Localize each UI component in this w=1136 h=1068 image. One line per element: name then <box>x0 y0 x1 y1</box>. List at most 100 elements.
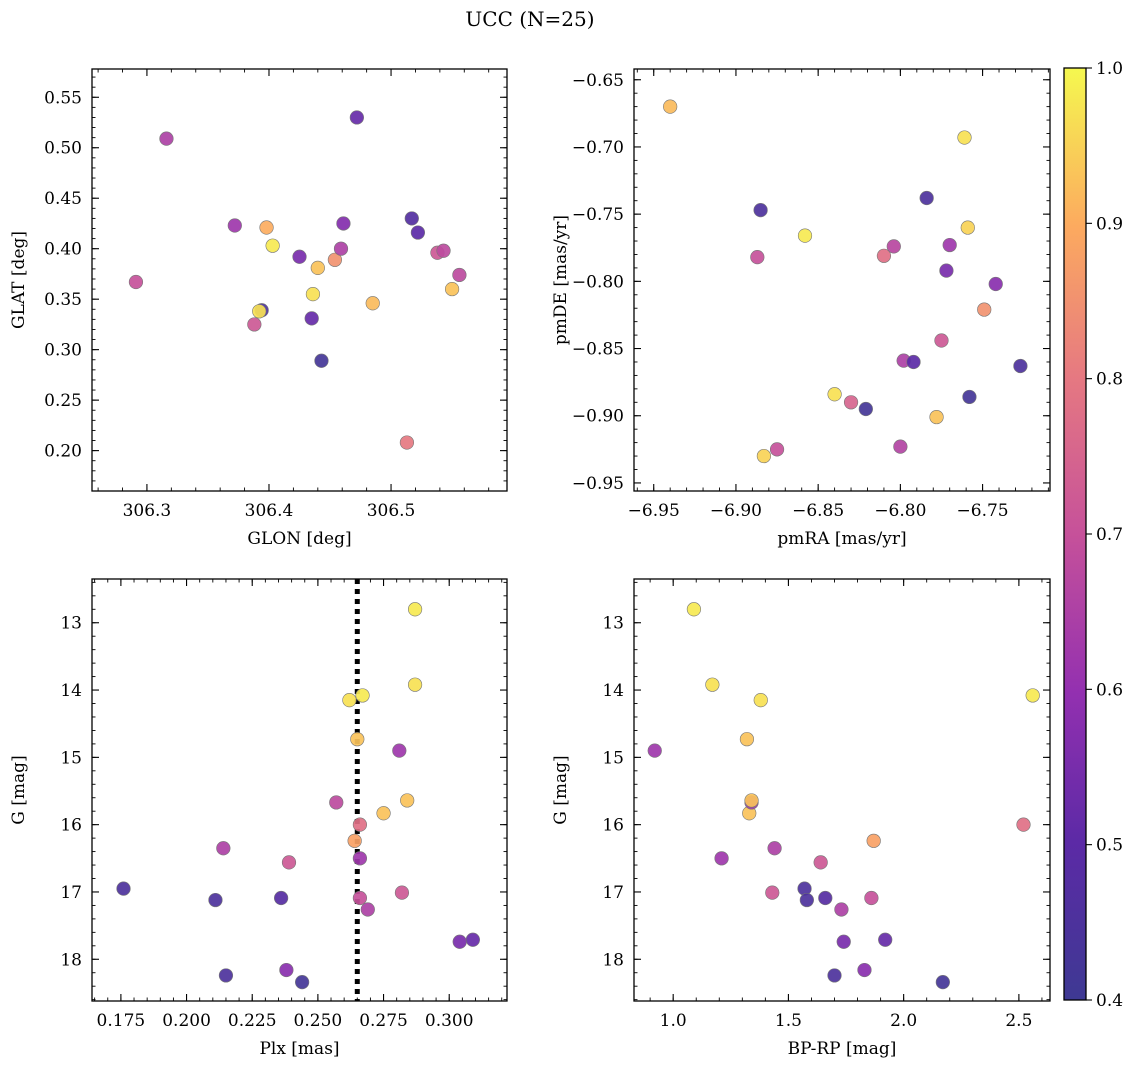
data-point <box>247 317 262 332</box>
panel-2: −6.95 −6.90 −6.85 −6.80 −6.75 −0.95 −0.90 −0.85… <box>551 68 1051 549</box>
data-point <box>878 932 893 947</box>
data-point <box>744 793 759 808</box>
data-point <box>799 892 814 908</box>
y-tick-label: 0.30 <box>44 341 82 361</box>
x-tick-label: −6.90 <box>710 501 762 521</box>
data-point <box>647 743 662 758</box>
data-point <box>252 304 267 319</box>
y-tick-label: −0.90 <box>572 407 624 427</box>
y-tick-label: −0.85 <box>572 340 624 360</box>
data-point <box>452 267 467 283</box>
y-tick-label: −0.95 <box>572 474 624 494</box>
data-point <box>705 677 720 692</box>
data-point <box>350 732 365 747</box>
colorbar-gradient <box>1063 67 1087 1001</box>
data-point <box>208 892 223 908</box>
axes-frame <box>633 578 1051 1002</box>
x-tick-label: −6.95 <box>628 501 680 521</box>
data-point <box>400 793 415 808</box>
data-point <box>843 395 859 410</box>
data-point <box>935 975 950 990</box>
x-tick-label: 306.4 <box>245 501 294 521</box>
y-tick-label: 0.35 <box>44 290 82 310</box>
y-axis-label: GLAT [deg] <box>9 231 29 329</box>
axes-frame <box>91 68 508 492</box>
y-tick-label: 14 <box>60 681 82 701</box>
data-point <box>714 851 729 866</box>
x-tick-label: −6.80 <box>874 501 926 521</box>
x-tick-label: 1.0 <box>660 1011 687 1031</box>
data-point <box>739 732 755 747</box>
data-point <box>336 216 351 231</box>
colorbar: 0.4 0.5 0.6 0.7 0.8 0.9 1.0 <box>1063 59 1123 1011</box>
y-tick-label: 16 <box>60 816 82 836</box>
data-point <box>876 248 892 263</box>
x-axis-label: BP-RP [mag] <box>788 1039 897 1059</box>
data-point <box>767 841 782 856</box>
data-point <box>765 885 780 900</box>
data-point <box>355 688 370 703</box>
data-point <box>407 602 423 617</box>
x-axis-label: Plx [mas] <box>259 1039 339 1059</box>
data-point <box>753 203 768 218</box>
data-point <box>813 855 828 870</box>
data-point <box>663 99 678 114</box>
x-tick-label: 0.200 <box>162 1011 211 1031</box>
y-tick-label: 0.55 <box>44 88 82 108</box>
data-point <box>939 263 954 278</box>
data-point <box>218 968 234 983</box>
y-tick-label: 15 <box>602 748 624 768</box>
y-tick-label: 13 <box>602 614 624 634</box>
data-point <box>886 239 901 254</box>
x-tick-label: 2.0 <box>890 1011 917 1031</box>
colorbar-tick-label: 0.7 <box>1096 525 1123 545</box>
data-point <box>1025 688 1040 703</box>
data-point <box>227 218 242 233</box>
y-tick-label: −0.65 <box>572 71 624 91</box>
data-point <box>410 225 425 240</box>
figure-title: UCC (N=25) <box>465 7 594 31</box>
data-point <box>942 237 957 253</box>
data-point <box>347 833 362 848</box>
y-tick-label: 17 <box>60 883 82 903</box>
y-tick-label: 17 <box>602 883 624 903</box>
data-point <box>797 228 813 243</box>
y-tick-label: 0.50 <box>44 139 82 159</box>
data-point <box>392 743 407 758</box>
x-tick-label: 306.5 <box>367 501 416 521</box>
data-point <box>1013 358 1028 374</box>
data-point <box>750 250 765 265</box>
data-point <box>864 890 879 906</box>
panel-3: 0.175 0.200 0.225 0.250 0.275 0.300 13 14 15 16 17… <box>9 578 508 1059</box>
data-point <box>314 353 329 368</box>
data-point <box>1016 817 1031 832</box>
colorbar-tick-label: 0.6 <box>1096 680 1123 700</box>
colorbar-ticks: 0.4 0.5 0.6 0.7 0.8 0.9 1.0 <box>1086 59 1123 1011</box>
data-point <box>686 602 702 617</box>
data-point <box>329 795 344 810</box>
y-tick-label: 0.25 <box>44 391 82 411</box>
y-tick-label: 0.20 <box>44 442 82 462</box>
data-point <box>919 190 934 206</box>
data-point <box>116 881 131 896</box>
data-point <box>404 211 419 226</box>
data-point <box>365 296 380 311</box>
data-point <box>436 243 451 258</box>
data-point <box>756 448 771 464</box>
y-axis-label: pmDE [mas/yr] <box>551 215 571 345</box>
data-point <box>407 677 423 692</box>
data-point <box>857 962 872 978</box>
y-tick-label: 0.45 <box>44 189 82 209</box>
data-point <box>827 387 842 402</box>
data-point <box>753 693 768 708</box>
data-point <box>962 389 977 405</box>
axes-frame <box>91 578 508 1002</box>
data-point <box>295 975 310 990</box>
data-point <box>304 311 319 326</box>
data-point <box>834 902 849 917</box>
colorbar-tick-label: 1.0 <box>1096 59 1123 79</box>
data-point <box>957 130 972 145</box>
colorbar-tick-label: 0.8 <box>1096 370 1123 390</box>
data-point <box>394 885 410 900</box>
